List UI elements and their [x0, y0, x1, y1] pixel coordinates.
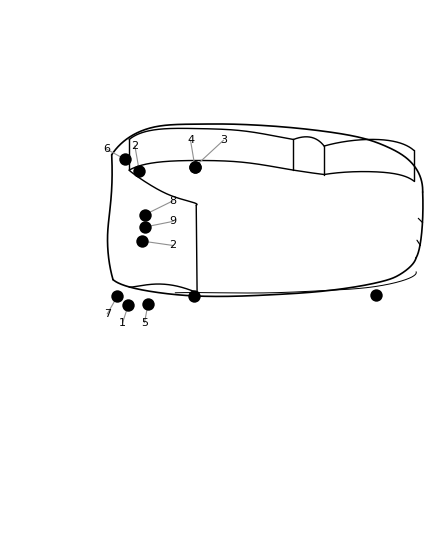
- Text: 1: 1: [119, 318, 126, 328]
- Point: [114, 292, 121, 301]
- Text: 9: 9: [170, 216, 177, 227]
- Text: 4: 4: [187, 135, 194, 146]
- Text: 8: 8: [170, 196, 177, 206]
- Point: [136, 167, 143, 175]
- Point: [139, 237, 146, 245]
- Point: [141, 211, 148, 219]
- Text: 7: 7: [104, 309, 111, 319]
- Point: [191, 163, 198, 171]
- Point: [141, 223, 148, 231]
- Text: 6: 6: [103, 144, 110, 154]
- Point: [191, 292, 198, 301]
- Text: 3: 3: [220, 135, 227, 146]
- Text: 2: 2: [131, 141, 138, 151]
- Point: [121, 155, 128, 164]
- Point: [372, 290, 379, 299]
- Point: [145, 300, 152, 308]
- Text: 5: 5: [141, 318, 148, 328]
- Text: 2: 2: [170, 240, 177, 251]
- Point: [191, 163, 198, 171]
- Point: [125, 301, 132, 309]
